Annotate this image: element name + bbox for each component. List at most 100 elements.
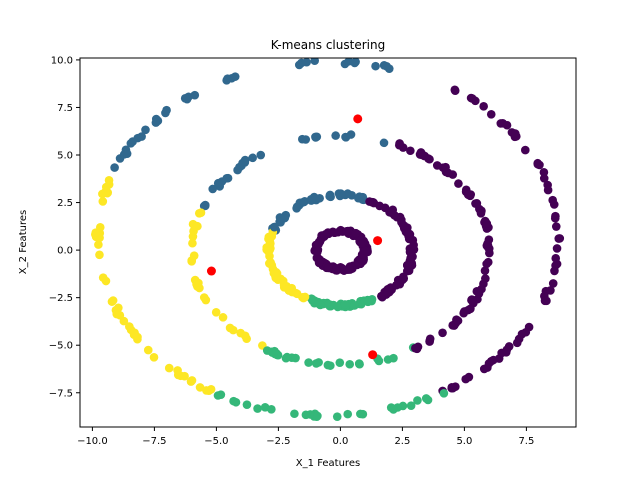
x-tick-label: 2.5: [394, 436, 410, 447]
data-point: [546, 286, 555, 295]
data-point: [242, 400, 252, 409]
data-point: [253, 404, 262, 413]
y-tick-label: 10.0: [51, 55, 73, 66]
data-point: [409, 240, 418, 250]
y-tick-label: −7.5: [49, 388, 73, 399]
data-point: [173, 370, 183, 380]
data-point: [199, 201, 209, 211]
data-point: [213, 178, 223, 188]
data-point: [180, 93, 190, 103]
data-point: [222, 173, 232, 183]
data-point: [521, 145, 530, 155]
data-point: [533, 158, 542, 168]
data-point: [195, 283, 204, 293]
data-point: [441, 162, 450, 172]
data-point: [240, 331, 250, 341]
data-point: [350, 301, 359, 310]
data-point: [164, 363, 174, 373]
data-point: [549, 200, 559, 209]
data-point: [389, 405, 398, 414]
data-point: [419, 151, 429, 160]
data-point: [548, 279, 558, 288]
data-point: [379, 138, 389, 148]
data-point: [122, 149, 132, 158]
data-point: [454, 179, 463, 188]
data-point: [281, 353, 291, 363]
data-point: [425, 334, 435, 344]
data-point: [345, 359, 355, 369]
data-point: [330, 228, 339, 237]
data-point: [517, 329, 527, 339]
y-tick-label: 5.0: [57, 151, 73, 162]
data-point: [342, 227, 351, 236]
data-point: [383, 288, 393, 297]
data-point: [382, 62, 391, 71]
data-point: [486, 109, 496, 119]
plot-frame: [79, 57, 577, 428]
data-point: [374, 356, 384, 366]
data-point: [161, 108, 170, 118]
centroid-point: [206, 266, 216, 276]
data-point: [360, 246, 370, 256]
data-point: [228, 325, 238, 335]
x-tick-label: −10.0: [77, 436, 108, 447]
data-point: [231, 397, 241, 407]
data-point: [208, 184, 217, 194]
data-point: [265, 259, 274, 268]
x-tick-label: 5.0: [456, 436, 472, 447]
data-point: [542, 296, 551, 306]
data-point: [394, 140, 404, 150]
plot-area: [91, 58, 565, 422]
data-point: [481, 274, 490, 283]
data-point: [95, 250, 104, 260]
y-axis: −7.5 −5.0 −2.5 0.0 2.5 5.0 7.5 10.0: [49, 55, 80, 399]
data-point: [356, 299, 366, 309]
data-point: [291, 353, 300, 363]
data-point: [263, 247, 273, 256]
x-tick-label: 0.0: [332, 436, 348, 447]
centroid-point: [353, 114, 363, 124]
data-point: [187, 256, 197, 265]
data-point: [489, 355, 498, 365]
data-point: [479, 102, 488, 111]
data-point: [432, 161, 442, 170]
x-axis-label: X_1 Features: [296, 458, 360, 469]
data-point: [482, 259, 491, 269]
data-point: [345, 265, 355, 274]
data-point: [389, 353, 398, 363]
data-point: [316, 234, 326, 244]
data-point: [453, 316, 463, 326]
data-point: [467, 295, 476, 305]
data-point: [402, 261, 412, 270]
data-point: [357, 239, 367, 248]
data-point: [126, 325, 136, 335]
data-point: [188, 238, 197, 248]
data-point: [270, 269, 280, 279]
data-point: [464, 372, 474, 382]
data-point: [314, 258, 324, 268]
data-point: [512, 338, 522, 348]
data-point: [315, 300, 325, 310]
data-point: [108, 296, 118, 305]
data-point: [406, 146, 415, 156]
data-point: [471, 199, 480, 208]
data-point: [311, 132, 320, 142]
data-point: [551, 222, 561, 231]
data-point: [149, 353, 159, 362]
data-point: [302, 58, 311, 67]
data-point: [357, 256, 367, 265]
data-point: [151, 118, 161, 127]
data-point: [483, 239, 492, 249]
data-point: [101, 182, 111, 192]
data-point: [502, 345, 512, 355]
data-point: [133, 332, 142, 342]
data-point: [201, 295, 211, 305]
data-point: [292, 202, 302, 212]
data-point: [343, 409, 353, 419]
data-point: [551, 253, 561, 263]
data-point: [335, 358, 345, 367]
data-point: [341, 133, 351, 142]
data-point: [196, 208, 206, 217]
data-point: [94, 240, 103, 249]
data-point: [216, 390, 226, 399]
